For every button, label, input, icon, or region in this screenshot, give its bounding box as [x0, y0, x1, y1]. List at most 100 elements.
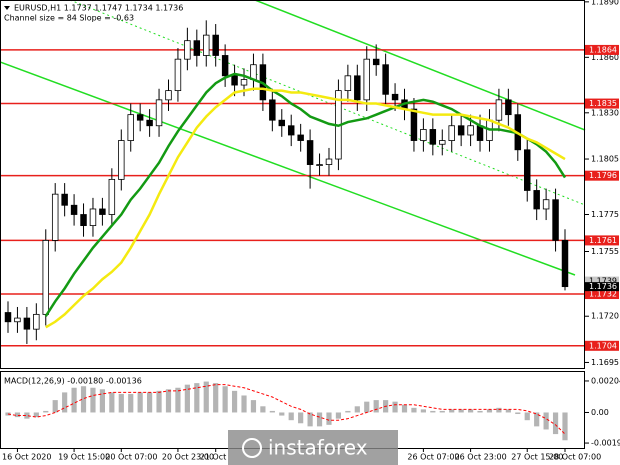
channel-midline: [69, 0, 586, 206]
candle-body: [495, 99, 503, 121]
candle-body: [269, 99, 276, 121]
candle-body: [250, 64, 257, 80]
macd-bar: [33, 412, 39, 418]
y-tick-label: 1.1805: [591, 155, 619, 164]
candle-body: [561, 240, 569, 288]
candle-body: [316, 164, 323, 166]
x-tick-label: 26 Oct 07:00: [407, 453, 459, 462]
candle-body: [231, 75, 238, 86]
price-label: 1.1736: [589, 282, 617, 291]
candle-body: [391, 93, 399, 101]
macd-bar: [80, 386, 87, 413]
level-label-box: [585, 44, 619, 55]
candle-body: [457, 125, 465, 136]
candle-body: [42, 240, 49, 315]
candle-body: [372, 58, 380, 66]
candle-body: [193, 40, 201, 56]
macd-bar: [420, 409, 426, 413]
macd-bar: [5, 412, 11, 416]
macd-bar: [99, 389, 106, 413]
macd-bar: [137, 392, 143, 413]
macd-bar: [165, 389, 172, 413]
symbol-icon: [4, 6, 10, 10]
line-series: [45, 87, 566, 329]
macd-bar: [335, 412, 342, 419]
candle-body: [70, 204, 78, 215]
candle-body: [51, 193, 59, 241]
macd-bar: [486, 409, 493, 413]
candle-body: [203, 34, 210, 56]
macd-bar: [241, 395, 247, 413]
candle-body: [533, 190, 540, 210]
candle-body: [14, 317, 21, 323]
candle-body: [89, 208, 97, 227]
macd-bar: [62, 392, 68, 413]
macd-bar: [467, 409, 474, 413]
watermark-logo: [242, 438, 262, 458]
x-tick-label: 28 Oct 07:00: [549, 453, 601, 462]
level-label: 1.1835: [589, 99, 617, 108]
macd-bar: [364, 401, 370, 413]
candle-body: [4, 312, 12, 323]
macd-bar: [392, 401, 398, 413]
macd-bar: [231, 390, 238, 413]
x-tick-label: 20 Oct 07:00: [105, 453, 157, 462]
candle-body: [80, 214, 87, 227]
macd-bar: [156, 390, 162, 413]
macd-bar: [401, 404, 408, 413]
macd-bar: [326, 412, 332, 425]
candle-body: [306, 140, 314, 165]
macd-bar: [505, 409, 511, 413]
candle-body: [382, 64, 389, 95]
macd-bar: [184, 384, 190, 413]
y-tick-label: 1.1860: [591, 53, 619, 62]
macd-bar: [194, 383, 200, 413]
macd-bar: [260, 406, 266, 413]
level-label-box: [585, 289, 619, 300]
level-label: 1.1732: [589, 290, 617, 299]
price-label: 1.1739: [589, 277, 617, 286]
macd-bar: [222, 386, 228, 413]
macd-bar: [279, 412, 285, 416]
macd-bar: [373, 400, 379, 413]
price-frame: [0, 0, 585, 369]
macd-bar: [269, 410, 275, 413]
candle-body: [552, 199, 559, 241]
candle-body: [476, 125, 484, 141]
level-label-box: [585, 98, 619, 109]
candle-body: [240, 79, 248, 86]
macd-bar: [515, 412, 521, 415]
level-label: 1.1796: [589, 171, 617, 180]
price-label-box: [585, 276, 619, 286]
macd-bar: [14, 412, 21, 418]
y-tick-label: 0.00: [591, 408, 609, 417]
y-tick-label: 1.1775: [591, 210, 619, 219]
price-label-box: [585, 282, 619, 292]
x-tick-label: 20 Oct 23:00: [162, 453, 214, 462]
macd-bar: [118, 393, 124, 413]
macd-bar: [52, 400, 58, 413]
x-tick-label: 27 Oct 15:00: [511, 453, 563, 462]
macd-bar: [128, 393, 134, 413]
macd-bar: [477, 410, 483, 413]
level-label-box: [585, 340, 619, 351]
y-tick-label: 0.00204: [591, 376, 620, 385]
macd-bar: [449, 409, 455, 413]
macd-bar: [430, 410, 436, 413]
candle-body: [155, 99, 163, 127]
chart-title: EURUSD,H1 1.1737 1.1747 1.1734 1.1736: [14, 4, 183, 13]
watermark: instaforex: [268, 436, 368, 460]
y-tick-label: 1.1695: [591, 358, 619, 367]
candle-body: [344, 75, 352, 92]
line-series: [7, 384, 566, 435]
candle-body: [61, 193, 68, 206]
candle-body: [99, 208, 106, 215]
candle-body: [524, 149, 531, 191]
macd-bar: [562, 412, 568, 441]
macd-bar: [534, 412, 540, 427]
macd-bar: [354, 406, 360, 413]
y-tick-label: 1.1755: [591, 247, 619, 256]
candle-body: [108, 178, 116, 215]
macd-bar: [109, 392, 115, 413]
